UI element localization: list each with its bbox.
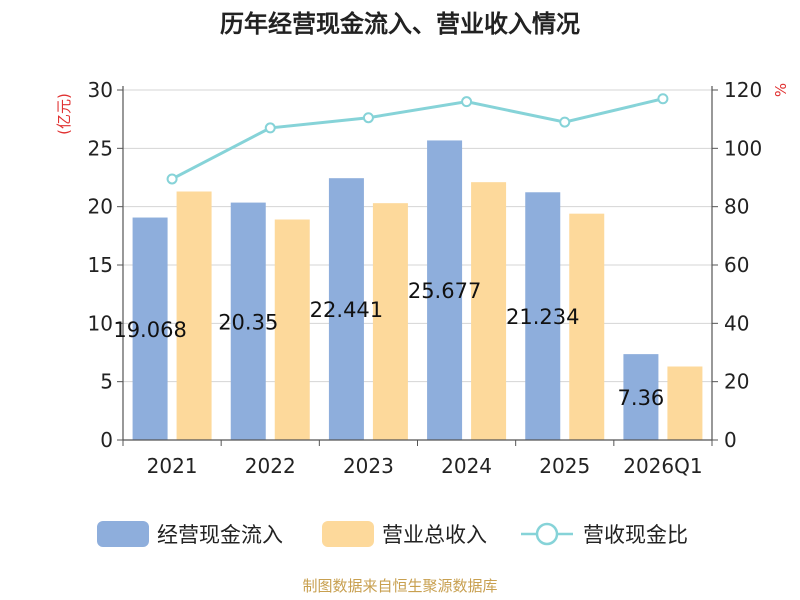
x-tick-label: 2026Q1 (623, 454, 702, 478)
data-label-cash-inflow: 19.068 (113, 318, 186, 342)
legend[interactable]: 经营现金流入 营业总收入 营收现金比 (97, 521, 688, 547)
bar-cash-inflow[interactable] (427, 140, 463, 440)
x-tick-label: 2024 (441, 454, 492, 478)
y-right-tick-label: 20 (724, 370, 749, 394)
ratio-line-point[interactable] (166, 173, 178, 185)
y-right-tick-label: 120 (724, 78, 762, 102)
ratio-line-point[interactable] (461, 96, 473, 108)
ratio-line-point[interactable] (559, 116, 571, 128)
bar-revenue[interactable] (471, 182, 507, 440)
data-labels: 19.068 20.35 22.441 25.677 21.234 7.36 (113, 279, 664, 410)
y-axis-right-label: % (772, 83, 790, 97)
chart-title: 历年经营现金流入、营业收入情况 (220, 10, 580, 38)
bar-revenue[interactable] (569, 213, 605, 440)
legend-swatch[interactable] (97, 521, 149, 547)
y-right-tick-label: 40 (724, 311, 749, 335)
x-tick-label: 2021 (147, 454, 198, 478)
y-left-tick-label: 25 (88, 136, 113, 160)
bar-cash-inflow[interactable] (328, 178, 364, 440)
ratio-line-point[interactable] (264, 122, 276, 134)
data-label-cash-inflow: 25.677 (408, 279, 481, 303)
y-left-tick-label: 20 (88, 195, 113, 219)
y-left-tick-label: 5 (100, 370, 113, 394)
y-right-tick-label: 60 (724, 253, 749, 277)
source-note: 制图数据来自恒生聚源数据库 (302, 577, 497, 595)
ratio-line-point[interactable] (657, 93, 669, 105)
ratio-line-path (171, 97, 664, 181)
x-tick-label: 2022 (245, 454, 296, 478)
y-right-tick-label: 0 (724, 428, 737, 452)
data-label-cash-inflow: 21.234 (506, 305, 579, 329)
bar-revenue[interactable] (274, 219, 310, 441)
bar-cash-inflow[interactable] (132, 217, 168, 440)
ratio-line (166, 93, 669, 185)
x-tick-label: 2023 (343, 454, 394, 478)
y-left-tick-label: 15 (88, 253, 113, 277)
bar-cash-inflow[interactable] (230, 202, 266, 440)
bar-revenue[interactable] (176, 191, 212, 441)
y-left-tick-label: 0 (100, 428, 113, 452)
legend-label[interactable]: 营收现金比 (583, 523, 688, 547)
bars (132, 140, 703, 441)
legend-label[interactable]: 经营现金流入 (157, 523, 283, 547)
y-right-tick-label: 80 (724, 195, 749, 219)
data-label-cash-inflow: 20.35 (218, 310, 278, 334)
grid (123, 89, 712, 383)
bar-cash-inflow[interactable] (623, 354, 659, 440)
bar-cash-inflow[interactable] (525, 192, 561, 440)
y-right-tick-label: 100 (724, 136, 762, 160)
data-label-cash-inflow: 7.36 (618, 386, 665, 410)
legend-label[interactable]: 营业总收入 (382, 523, 487, 547)
ratio-line-point[interactable] (362, 112, 374, 124)
bar-revenue[interactable] (667, 366, 703, 441)
y-axis-left-label: (亿元) (55, 93, 73, 135)
legend-swatch[interactable] (322, 521, 374, 547)
bar-revenue[interactable] (372, 203, 408, 440)
y-left-tick-label: 10 (88, 311, 113, 335)
legend-line-marker[interactable] (535, 522, 559, 546)
x-tick-label: 2025 (539, 454, 590, 478)
y-left-tick-label: 30 (88, 78, 113, 102)
data-label-cash-inflow: 22.441 (310, 298, 383, 322)
